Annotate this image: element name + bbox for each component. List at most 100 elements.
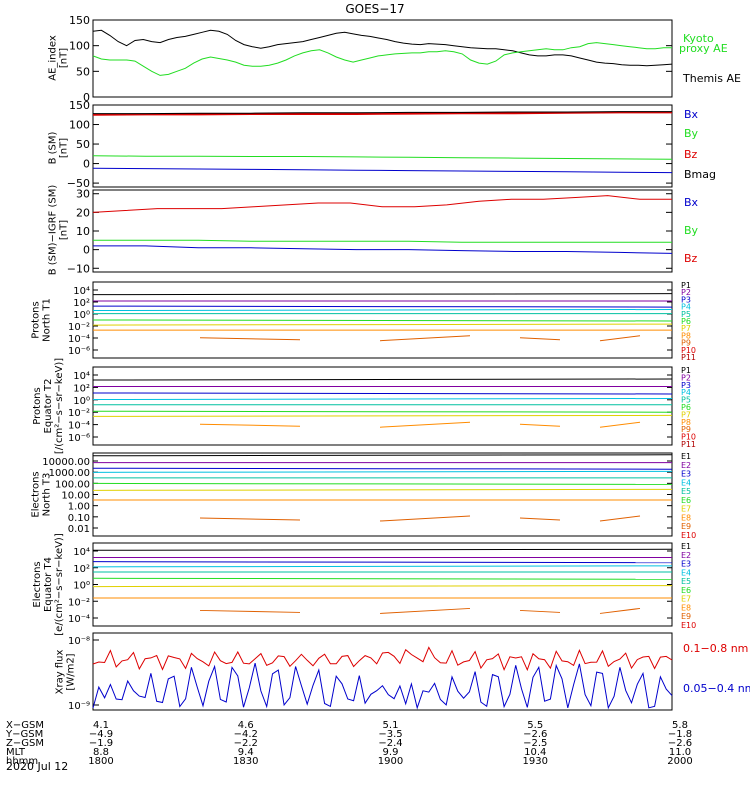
xray-ticklabel: 10⁻⁸ bbox=[68, 636, 90, 647]
bsm-legend: Bmag bbox=[684, 168, 716, 181]
proton-t1-chan: P11 bbox=[681, 353, 696, 362]
footer-value: −2.5 bbox=[523, 738, 547, 749]
proton-t1-ticklabel: 10⁻⁶ bbox=[68, 346, 90, 357]
footer-label: X−GSM bbox=[6, 720, 44, 731]
bsm-y-ticklabel: 100 bbox=[69, 119, 90, 132]
footer-value: −4.9 bbox=[89, 729, 113, 740]
digrf-legend: Bx bbox=[684, 196, 699, 209]
proton-t1-chan: P4 bbox=[681, 303, 691, 312]
footer-value: −2.4 bbox=[378, 738, 402, 749]
footer-label: Y−GSM bbox=[5, 729, 43, 740]
bsm-panel-frame bbox=[92, 104, 673, 188]
electron-t3-chan: E6 bbox=[681, 496, 691, 505]
electron-t4-line bbox=[92, 577, 673, 580]
footer-value: −2.2 bbox=[234, 738, 258, 749]
proton-t1-ticklabel: 10⁻² bbox=[68, 322, 90, 333]
electron-t4-chan: E3 bbox=[681, 560, 691, 569]
legend-kyoto: Kyoto bbox=[683, 32, 714, 45]
proton-t2-ticklabel: 10⁻² bbox=[68, 408, 90, 419]
xray-ticklabel: 10⁻⁹ bbox=[68, 701, 90, 712]
proton-t2-ticklabel: 10⁰ bbox=[73, 396, 90, 407]
proton-t2-chan: P10 bbox=[681, 433, 696, 442]
ae-ylabel-line: [nT] bbox=[59, 48, 70, 68]
footer-value: −2.6 bbox=[668, 738, 692, 749]
electron-t4-chan: E5 bbox=[681, 577, 691, 586]
proton-t2-chan: P5 bbox=[681, 396, 691, 405]
electron-t4-ticklabel: 10² bbox=[73, 564, 90, 575]
proton-t2-line bbox=[92, 392, 673, 395]
proton-t1-ylabel-line: North T1 bbox=[42, 298, 53, 342]
electron-t3-chan: E8 bbox=[681, 513, 691, 522]
digrf-ylabel-line: B (SM)−IGRF (SM) bbox=[48, 185, 59, 276]
electron-t4-line bbox=[92, 548, 673, 551]
proton-t1-line bbox=[92, 309, 673, 311]
electron-t3-line bbox=[92, 482, 673, 485]
ae-series-1 bbox=[92, 42, 672, 76]
proton-t2-chan: P7 bbox=[681, 410, 691, 419]
chart-title: GOES−17 bbox=[345, 2, 404, 16]
electron-t3-line bbox=[92, 454, 673, 457]
proton-t1-chan: P5 bbox=[681, 310, 691, 319]
proton-t2-chan: P2 bbox=[681, 373, 691, 382]
proton-t1-chan: P2 bbox=[681, 288, 691, 297]
xray-ylabel: Xray flux [W/m2] bbox=[55, 650, 77, 695]
electron-t3-ticklabel: 10000.00 bbox=[42, 457, 90, 468]
bsm-ylabel: B (SM) [nT] bbox=[48, 131, 70, 164]
ae-y-ticklabel: 0 bbox=[83, 91, 90, 104]
electron-t3-line bbox=[92, 488, 673, 491]
electron-t4-gap-seg bbox=[519, 609, 561, 613]
electron-t3-line bbox=[92, 467, 673, 470]
footer-value: −1.9 bbox=[89, 738, 113, 749]
legend-kyoto: proxy AE bbox=[679, 42, 728, 55]
electron-t3-ticklabel: 0.01 bbox=[68, 524, 90, 535]
footer-value: 2000 bbox=[667, 756, 692, 767]
proton-t1-chan: P7 bbox=[681, 324, 691, 333]
footer-value: −4.2 bbox=[234, 729, 258, 740]
proton-t1-ylabel: Protons North T1 bbox=[31, 298, 53, 342]
proton-t2-chan: P6 bbox=[681, 403, 691, 412]
electron-t4-ticklabel: 10⁻² bbox=[68, 597, 90, 608]
electron-t3-chan: E3 bbox=[681, 470, 691, 479]
electron-t3-ticklabel: 1.00 bbox=[68, 502, 90, 513]
bsm-ylabel-line: B (SM) bbox=[48, 131, 59, 164]
footer-label: MLT bbox=[6, 747, 26, 758]
digrf-series-1 bbox=[93, 239, 672, 243]
footer-value: 8.8 bbox=[93, 747, 109, 758]
footer-value: −1.8 bbox=[668, 729, 692, 740]
digrf-legend: Bz bbox=[684, 252, 698, 265]
proton-t2-line bbox=[92, 410, 673, 413]
electron-t4-gap-seg bbox=[599, 607, 641, 614]
electron-t4-chan: E6 bbox=[681, 586, 691, 595]
bsm-y-ticklabel: 150 bbox=[69, 99, 90, 112]
footer-value: 10.4 bbox=[524, 747, 546, 758]
proton-t2-ticklabel: 10⁻⁶ bbox=[68, 433, 90, 444]
electron-t4-chan: E4 bbox=[681, 568, 691, 577]
electron-t4-chan: E9 bbox=[681, 612, 691, 621]
proton-t1-line bbox=[92, 293, 673, 296]
proton-t2-ylabel: Protons Equator T2 [/(cm²−s−sr−keV)] bbox=[32, 358, 65, 454]
electron-t3-gap-seg bbox=[599, 515, 641, 522]
xray-ylabel-line: [W/m2] bbox=[66, 653, 77, 690]
electron-t3-ylabel-line: North T3 bbox=[42, 473, 53, 517]
ae-y-ticklabel: 100 bbox=[69, 40, 90, 53]
footer-value: 4.1 bbox=[93, 720, 109, 731]
electron-t3-chan: E10 bbox=[681, 531, 696, 540]
footer-value: 9.9 bbox=[383, 747, 399, 758]
electron-t4-line bbox=[92, 585, 673, 588]
bsm-legend: Bx bbox=[684, 108, 699, 121]
xray-frame bbox=[92, 632, 673, 711]
proton-t2-ticklabel: 10⁴ bbox=[73, 371, 90, 382]
digrf-y-ticklabel: 0 bbox=[83, 244, 90, 257]
proton-t2-gap-seg bbox=[199, 423, 301, 427]
digrf-y-ticklabel: 30 bbox=[76, 188, 90, 201]
footer-value: 9.4 bbox=[238, 747, 254, 758]
electron-t3-chan: E4 bbox=[681, 478, 691, 487]
footer-value: −2.6 bbox=[523, 729, 547, 740]
digrf-y-ticklabel: 10 bbox=[76, 225, 90, 238]
xray-red-line bbox=[92, 646, 673, 672]
proton-t1-ylabel-line: Protons bbox=[31, 301, 42, 338]
proton-t2-gap-seg bbox=[379, 421, 471, 428]
electron-t4-ylabel-line: Equator T4 bbox=[43, 557, 54, 612]
ae-y-ticklabel: 50 bbox=[76, 65, 90, 78]
electron-t3-chan: E5 bbox=[681, 487, 691, 496]
